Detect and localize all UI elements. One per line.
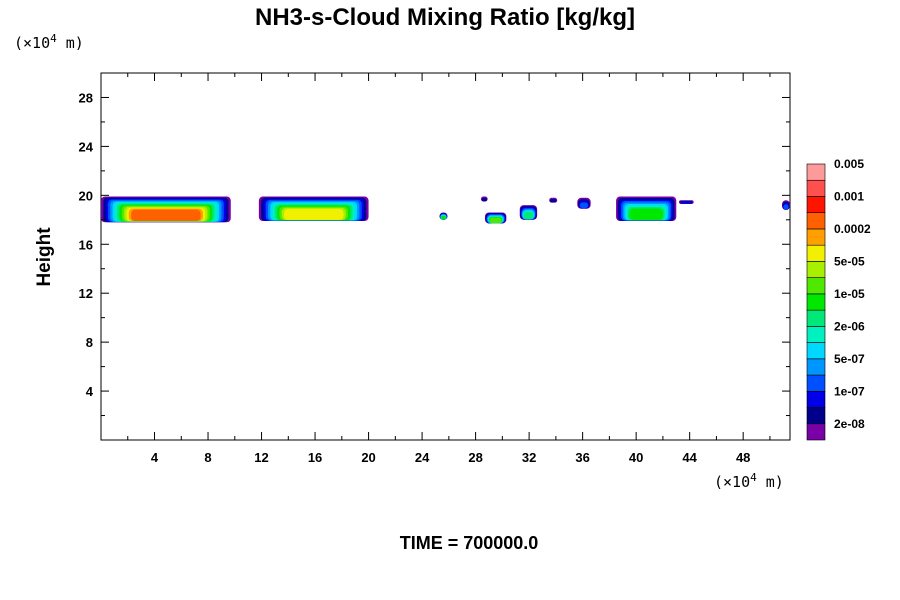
chart-title: NH3-s-Cloud Mixing Ratio [kg/kg] (255, 4, 635, 31)
y-axis: 4 8 12 16 20 24 28 (79, 90, 790, 417)
colorbar-swatch (806, 244, 826, 262)
cloud-patch (678, 200, 694, 204)
y-axis-title: Height (34, 227, 55, 287)
x-tick-label: 24 (415, 450, 430, 465)
y-tick-label: 8 (86, 335, 93, 350)
x-tick-label: 40 (629, 450, 643, 465)
colorbar-swatch (806, 342, 826, 360)
colorbar-label: 1e-05 (834, 287, 865, 301)
y-unit-label: (×104 m) (14, 32, 84, 52)
colorbar-swatch (806, 228, 826, 246)
y-tick-label: 24 (79, 139, 94, 154)
plot-frame (100, 72, 791, 441)
colorbar-label: 0.0002 (834, 222, 871, 236)
cloud-patch (101, 196, 231, 223)
cloud-contour (523, 212, 534, 220)
x-axis: 4 8 12 16 20 24 28 32 36 40 44 48 (127, 73, 771, 465)
cloud-patch (549, 197, 558, 203)
colorbar-label: 5e-07 (834, 352, 865, 366)
cloud-contour (489, 217, 502, 223)
y-tick-label: 20 (79, 188, 93, 203)
time-label: TIME = 700000.0 (400, 533, 539, 553)
x-tick-label: 44 (682, 450, 697, 465)
colorbar-swatch (806, 261, 826, 278)
y-tick-label: 12 (79, 286, 93, 301)
colorbar: 2e-08 1e-07 5e-07 2e-06 1e-05 5e-05 0.0002 0.00… (806, 157, 871, 441)
x-tick-label: 20 (361, 450, 375, 465)
colorbar-swatch (806, 277, 826, 295)
colorbar-swatch (806, 423, 826, 441)
cloud-patch (616, 196, 677, 222)
cloud-contour (550, 199, 557, 203)
cloud-patch (480, 196, 488, 202)
cloud-patch (577, 197, 591, 209)
x-tick-label: 4 (151, 450, 159, 465)
cloud-contour (681, 201, 692, 204)
colorbar-swatch (806, 179, 826, 197)
colorbar-label: 0.005 (834, 157, 864, 171)
colorbar-label: 0.001 (834, 189, 864, 203)
colorbar-swatch (806, 326, 826, 343)
colorbar-swatch (806, 163, 826, 181)
cloud-contour (629, 208, 663, 220)
cloud-contour (579, 202, 589, 209)
y-tick-label: 16 (79, 237, 93, 252)
colorbar-swatch (806, 309, 826, 327)
colorbar-swatch (806, 196, 826, 214)
colorbar-swatch (806, 390, 826, 408)
cloud-contour (131, 209, 201, 222)
x-tick-label: 32 (522, 450, 536, 465)
y-tick-label: 4 (86, 384, 94, 399)
x-tick-label: 28 (468, 450, 482, 465)
cloud-patch (781, 200, 790, 211)
colorbar-swatch (806, 407, 826, 425)
colorbar-swatch (806, 374, 826, 392)
x-tick-label: 16 (308, 450, 322, 465)
colorbar-label: 2e-08 (834, 417, 865, 431)
x-tick-label: 12 (254, 450, 268, 465)
cloud-contour (783, 204, 789, 210)
cloud-contour (284, 208, 344, 220)
x-unit-label: (×104 m) (714, 471, 784, 491)
cloud-patch (258, 196, 369, 222)
colorbar-label: 5e-05 (834, 254, 865, 268)
cloud-contour (481, 197, 487, 202)
colorbar-swatch (806, 212, 826, 230)
x-tick-label: 36 (575, 450, 589, 465)
cloud-patch (484, 212, 507, 224)
cloud-field (101, 196, 790, 224)
cloud-patch (439, 212, 448, 220)
cloud-contour (441, 216, 446, 220)
cloud-patch (519, 205, 538, 220)
colorbar-swatch (806, 358, 826, 376)
colorbar-swatch (806, 293, 826, 311)
x-tick-label: 48 (736, 450, 750, 465)
y-tick-label: 28 (79, 90, 93, 105)
colorbar-label: 1e-07 (834, 384, 865, 398)
x-tick-label: 8 (204, 450, 211, 465)
colorbar-label: 2e-06 (834, 319, 865, 333)
